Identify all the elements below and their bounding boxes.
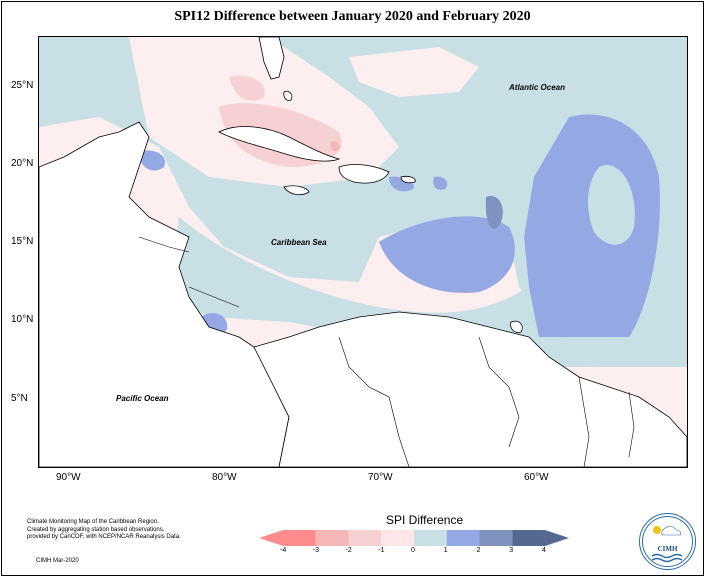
legend-cell: [283, 530, 316, 546]
map-title: SPI12 Difference between January 2020 an…: [174, 9, 531, 24]
cuba-land: [218, 126, 341, 162]
legend-tick-label: -1: [378, 547, 385, 554]
lat-label-20: 20°N: [11, 158, 34, 169]
lon-label-70: 70°W: [368, 472, 393, 483]
cimh-logo: CIMH: [639, 513, 696, 570]
spi-zone-darkblue-antilles: [485, 195, 503, 229]
hispaniola-land: [338, 164, 390, 184]
legend-cell: [348, 530, 382, 546]
cimh-logo-icon: [642, 516, 693, 567]
lat-label-5: 5°N: [11, 393, 28, 404]
south-america-land: [253, 311, 687, 467]
bahamas-land: [283, 90, 293, 101]
lon-label-60: 60°W: [524, 472, 549, 483]
legend-tick-label: 4: [542, 547, 546, 554]
legend-title: SPI Difference: [386, 513, 464, 527]
footer-date: CIMH Mar-2020: [36, 558, 79, 564]
legend-cell: [446, 530, 480, 546]
map-panel[interactable]: Atlantic Ocean Caribbean Sea Pacific Oce…: [38, 36, 688, 468]
label-atlantic-ocean: Atlantic Ocean: [508, 83, 565, 92]
lon-label-90: 90°W: [56, 472, 81, 483]
footer-line-3: provided by CariCOF, with NCEP/NCAR Rean…: [27, 534, 181, 540]
footer-description: Climate Monitoring Map of the Caribbean …: [27, 519, 187, 542]
legend-cell: [315, 530, 349, 546]
trinidad-land: [510, 320, 523, 333]
lon-label-80: 80°W: [212, 472, 237, 483]
legend-tick-label: 2: [476, 547, 481, 554]
border-suriname-guiana: [628, 391, 635, 458]
spi-zone-light-blue-atlantic-core: [587, 165, 635, 245]
legend-cell: [512, 530, 545, 546]
border-venezuela-guyana: [478, 336, 520, 448]
legend-tick-label: -4: [280, 547, 287, 554]
lat-label-25: 25°N: [11, 80, 34, 91]
spi-map-svg: Atlantic Ocean Caribbean Sea Pacific Oce…: [39, 37, 687, 467]
border-guyana-suriname: [578, 376, 590, 467]
land-masses: [39, 37, 687, 467]
lat-label-15: 15°N: [11, 236, 34, 247]
legend-cell: [479, 530, 513, 546]
border-honduras-nicaragua: [188, 286, 240, 308]
legend-tick-label: 0: [411, 547, 415, 554]
border-mexico-guatemala: [138, 236, 190, 253]
legend-tick-label: -2: [345, 547, 352, 554]
label-pacific-ocean: Pacific Ocean: [116, 394, 169, 403]
legend-arrow-low: [259, 530, 283, 546]
legend-tick-label: 3: [509, 547, 514, 554]
legend-tick-label: -3: [312, 547, 319, 554]
legend-tick-label: 1: [443, 547, 448, 554]
legend-cells: [283, 530, 545, 546]
legend-arrow-high: [545, 530, 569, 546]
jamaica-land: [283, 185, 310, 196]
country-borders: [138, 236, 635, 467]
spi-zone-blue-leewards: [433, 176, 448, 190]
spi-zone-blue-yucatan: [139, 150, 165, 171]
cimh-logo-text: CIMH: [657, 545, 678, 553]
label-caribbean-sea: Caribbean Sea: [271, 238, 327, 247]
footer-line-1: Climate Monitoring Map of the Caribbean …: [27, 519, 159, 525]
legend-cell: [381, 530, 414, 546]
spi-zone-pink-bahamas: [229, 75, 265, 101]
spi-zone-blue-caribbean: [379, 216, 515, 293]
spi-zone-red-haiti: [330, 141, 340, 152]
legend-cell: [414, 530, 447, 546]
puerto-rico-land: [400, 175, 416, 184]
footer-line-2: Created by aggregating station based obs…: [27, 526, 165, 533]
border-colombia-venezuela: [338, 336, 410, 467]
florida-land: [258, 37, 285, 80]
lat-label-10: 10°N: [11, 314, 34, 325]
spi-zone-neutral-atlantic: [349, 47, 479, 97]
legend-colorbar: [259, 530, 569, 546]
